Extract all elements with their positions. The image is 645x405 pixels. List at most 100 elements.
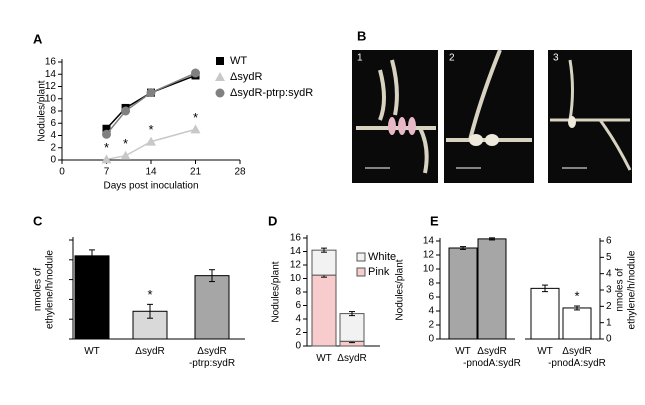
marker: [102, 129, 111, 139]
x-tick-label: 21: [190, 167, 202, 178]
y-tick-label: 2: [606, 301, 612, 312]
y-tick-label: 5: [606, 252, 612, 263]
nodule: [388, 117, 396, 135]
y-tick-label: 0: [428, 334, 434, 345]
y-tick-label: 6: [295, 300, 301, 311]
root-sketch: [356, 59, 436, 174]
x-tick-label: ΔsydR: [337, 353, 366, 364]
y-axis-label: ethylene/h/nodule: [627, 250, 638, 329]
x-tick-label: WT: [455, 346, 471, 357]
x-tick-label-line: WT: [84, 346, 100, 357]
y-axis-label: Nodules/plant: [271, 261, 282, 322]
y-tick-label: 2: [295, 327, 301, 338]
panel-letter: E: [430, 213, 439, 228]
legend-label: ΔsydR: [230, 71, 262, 83]
panel-letter: B: [357, 28, 366, 43]
x-tick-label: ΔsydR -pnodA:sydR: [548, 346, 606, 369]
nodule: [469, 134, 483, 146]
x-tick-label-line: ΔsydR: [562, 346, 591, 357]
marker: [190, 124, 201, 134]
x-tick-label-line: ΔsydR: [477, 346, 506, 357]
legend-marker: [215, 72, 225, 81]
y-tick-label: 2: [428, 320, 434, 331]
y-axis-label: Nodules/plant: [37, 80, 48, 141]
photo: [444, 50, 534, 183]
series-line: [106, 128, 196, 161]
y-tick-label: 10: [45, 93, 57, 104]
x-tick-label: ΔsydR -pnodA:sydR: [463, 346, 521, 369]
legend-label: Pink: [368, 266, 390, 278]
x-tick-label: ΔsydR: [135, 346, 164, 357]
y-tick-label: 10: [423, 264, 435, 275]
y-axis-label: nmoles of: [615, 268, 626, 312]
significance: *: [147, 287, 152, 302]
x-tick-label: 7: [104, 167, 110, 178]
bar-segment: [339, 313, 365, 342]
legend-swatch: [356, 267, 366, 277]
legend-marker: [215, 88, 225, 98]
photo-label: 3: [553, 53, 559, 64]
nodule: [485, 134, 499, 146]
marker: [146, 136, 156, 146]
legend-marker: [216, 57, 224, 65]
x-tick-label-line: -ptrp:sydR: [189, 358, 235, 369]
y-tick-label: 8: [295, 287, 301, 298]
y-tick-label: 2: [50, 142, 56, 153]
y-tick-label: 12: [45, 81, 57, 92]
y-tick-label: 12: [423, 250, 435, 261]
panel-letter: C: [33, 213, 43, 228]
bar: [74, 255, 110, 340]
y-tick-label: 4: [428, 306, 434, 317]
x-tick-label: ΔsydR -ptrp:sydR: [189, 346, 235, 369]
nodule: [408, 117, 416, 135]
y-tick-label: 0: [295, 341, 301, 352]
x-tick-label: 14: [145, 167, 157, 178]
x-tick-label-line: WT: [316, 353, 332, 364]
x-tick-label-line: ΔsydR: [197, 346, 226, 357]
x-tick-label: 28: [234, 167, 246, 178]
y-tick-label: 12: [290, 260, 302, 271]
series-line: [105, 72, 196, 135]
bar-segment: [311, 274, 337, 347]
marker: [121, 106, 131, 116]
x-tick-label-line: ΔsydR: [135, 346, 164, 357]
bar: [194, 275, 230, 340]
y-tick-label: 0: [606, 334, 612, 345]
panel-letter: D: [268, 213, 277, 228]
bar: [448, 247, 478, 340]
significance: *: [193, 110, 198, 125]
nodule: [398, 117, 406, 135]
y-tick-label: 14: [290, 246, 302, 257]
y-tick-label: 16: [45, 57, 57, 68]
significance: *: [104, 140, 109, 155]
x-tick-label-line: WT: [537, 346, 553, 357]
y-tick-label: 6: [606, 236, 612, 247]
legend-label: White: [368, 251, 396, 263]
x-tick-label: WT: [84, 346, 100, 357]
y-axis-label: ethylene/h/nodule: [45, 250, 56, 329]
root-sketch: [550, 59, 632, 171]
y-tick-label: 0: [50, 155, 56, 166]
legend-label: ΔsydR-ptrp:sydR: [230, 87, 313, 99]
photo-label: 1: [357, 53, 363, 64]
y-tick-label: 4: [606, 268, 612, 279]
x-tick-label: 0: [59, 167, 65, 178]
legend-label: WT: [230, 55, 247, 67]
x-tick-label: WT: [316, 353, 332, 364]
bar: [530, 287, 560, 340]
x-tick-label-line: WT: [455, 346, 471, 357]
bar: [562, 307, 592, 340]
panel-letter: A: [33, 31, 43, 46]
y-tick-label: 16: [290, 233, 302, 244]
x-tick-label: WT: [537, 346, 553, 357]
marker: [191, 68, 200, 78]
photo: [548, 50, 632, 183]
y-tick-label: 14: [423, 236, 435, 247]
x-tick-label-line: -pnodA:sydR: [463, 358, 521, 369]
y-tick-label: 4: [50, 130, 56, 141]
y-axis-label: Nodules/plant: [395, 259, 406, 320]
y-tick-label: 8: [50, 106, 56, 117]
y-tick-label: 3: [606, 285, 612, 296]
